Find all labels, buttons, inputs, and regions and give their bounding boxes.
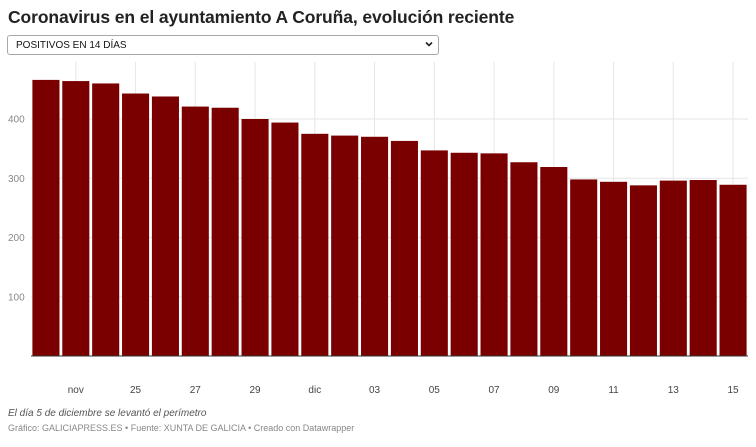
bar [540,166,568,356]
x-axis-labels: nov 25 27 29 dic 03 05 07 09 11 13 15 [68,385,739,396]
bar [32,79,60,357]
bar [390,140,418,356]
chart-title: Coronavirus en el ayuntamiento A Coruña,… [8,7,515,27]
bar [122,93,150,357]
metric-select-value: POSITIVOS EN 14 DÍAS [16,39,127,51]
bar [480,153,508,356]
x-tick-label: 29 [250,385,262,396]
bar [181,106,209,357]
bar [331,135,359,356]
bar [689,180,717,356]
x-tick-label: 03 [369,385,381,396]
y-axis-labels: 100 200 300 400 [8,115,25,304]
y-tick-label: 200 [8,233,25,244]
chart-note: El día 5 de diciembre se levantó el perí… [8,408,207,419]
bar [450,152,478,356]
bar-chart: 100 200 300 400 nov 25 27 29 dic 03 05 07 09 11 13 15 [8,62,748,396]
bar [570,179,598,356]
x-tick-label: 27 [190,385,202,396]
y-tick-label: 100 [8,292,25,303]
x-tick-label: 13 [668,385,680,396]
chart-footer: Gráfico: GALICIAPRESS.ES • Fuente: XUNTA… [8,423,355,433]
y-tick-label: 400 [8,115,25,126]
x-tick-label: dic [308,385,321,396]
bar [62,81,90,356]
bar [92,83,120,356]
bar [361,136,389,356]
bar [510,162,538,356]
bar [629,185,657,356]
chevron-down-icon [425,41,433,47]
bar [241,119,269,356]
bar [659,180,687,356]
bar [301,133,329,356]
bar [600,181,628,356]
y-tick-label: 300 [8,174,25,185]
x-tick-label: 11 [608,385,619,396]
bar [420,150,448,356]
x-tick-label: 07 [489,385,501,396]
x-tick-label: 25 [130,385,142,396]
x-tick-label: 09 [548,385,560,396]
bar [271,122,299,357]
bar [719,184,747,356]
bar [151,96,179,357]
metric-select[interactable]: POSITIVOS EN 14 DÍAS [7,35,439,55]
bar [211,107,239,357]
x-tick-label: 15 [728,385,740,396]
bars [31,79,748,357]
x-tick-label: 05 [429,385,441,396]
x-tick-label: nov [68,385,84,396]
